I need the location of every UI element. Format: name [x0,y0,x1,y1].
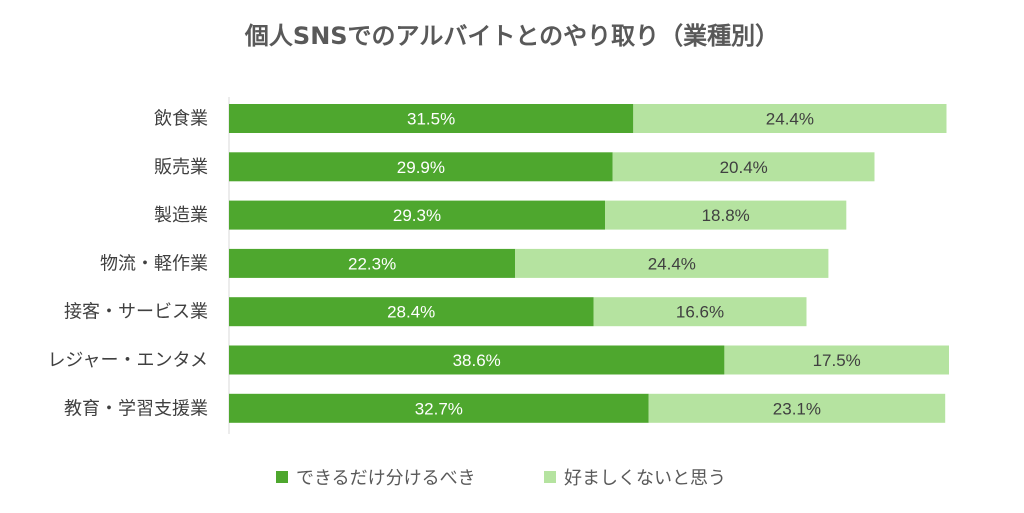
data-label: 29.3% [393,206,441,225]
bar-segment [229,200,605,230]
data-label: 23.1% [773,399,821,418]
legend-label: 好ましくないと思う [564,468,726,489]
data-label: 16.6% [676,303,724,322]
bar-segment [724,345,949,375]
category-label: 製造業 [154,205,208,226]
bar-segment [605,200,847,230]
legend-swatch [544,471,556,483]
category-label: 接客・サービス業 [64,302,208,323]
data-label: 29.9% [397,158,445,177]
chart-title: 個人SNSでのアルバイトとのやり取り（業種別） [244,22,779,50]
legend: できるだけ分けるべき 好ましくないと思う [276,468,726,489]
bars: 31.5% 24.4% 29.9% 20.4% 29.3% 18.8% 22.3% 24.4%… [229,104,949,423]
data-label: 38.6% [453,351,501,370]
data-label: 31.5% [407,110,455,129]
category-label: 教育・学習支援業 [64,398,208,419]
bar-segment [229,393,649,423]
data-label: 17.5% [813,351,861,370]
bar-segment [229,297,594,327]
category-label: 物流・軽作業 [100,253,208,274]
bar-segment [633,104,947,133]
bar-segment [515,248,829,278]
data-label: 18.8% [702,206,750,225]
data-label: 32.7% [415,399,463,418]
data-label: 20.4% [720,158,768,177]
category-label: レジャー・エンタメ [47,350,208,371]
data-label: 24.4% [766,110,814,129]
bar-segment [229,104,634,133]
bar-segment [612,152,875,182]
data-label: 28.4% [387,303,435,322]
category-label: 飲食業 [154,109,208,130]
legend-swatch [276,471,288,483]
bar-segment [229,248,516,278]
data-label: 24.4% [648,254,696,273]
bar-segment [229,152,613,182]
bar-segment [229,345,725,375]
bar-segment [593,297,807,327]
legend-label: できるだけ分けるべき [296,468,476,489]
bar-segment [648,393,946,423]
category-label: 販売業 [154,157,208,178]
data-label: 22.3% [348,254,396,273]
